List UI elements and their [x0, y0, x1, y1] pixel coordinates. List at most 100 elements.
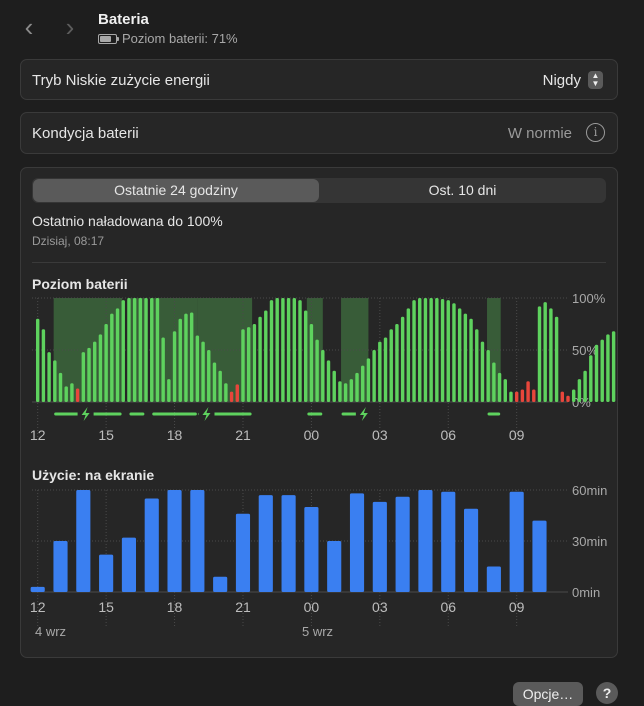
usage-bar: [532, 520, 547, 592]
options-button[interactable]: Opcje…: [513, 682, 583, 706]
battery-bar: [577, 379, 582, 402]
battery-bar: [121, 300, 125, 402]
battery-bar: [452, 303, 456, 402]
battery-bar: [286, 298, 291, 402]
battery-bar: [520, 389, 525, 402]
chevron-left-icon[interactable]: ‹: [24, 12, 34, 42]
battery-bar: [606, 334, 610, 402]
battery-bar: [383, 337, 388, 402]
tab-last-10-days[interactable]: Ost. 10 dni: [428, 182, 497, 198]
battery-bar: [435, 298, 439, 402]
battery-bar: [58, 372, 63, 402]
battery-bar: [178, 318, 182, 402]
battery-bar: [189, 312, 194, 402]
y-tick-label: 30min: [572, 534, 607, 549]
date-label-day1: 4 wrz: [35, 624, 67, 639]
usage-bar: [327, 541, 342, 592]
battery-bar: [212, 362, 217, 402]
battery-bar: [98, 334, 103, 402]
battery-bar: [292, 298, 297, 402]
battery-bar: [406, 308, 411, 402]
battery-bar: [224, 383, 228, 402]
battery-bar: [429, 298, 433, 402]
x-tick-label: 12: [30, 599, 46, 615]
battery-bar: [355, 372, 359, 402]
battery-bar: [167, 379, 171, 402]
y-tick-label: 100%: [572, 294, 606, 306]
last-charged-date: Dzisiaj, 08:17: [32, 234, 105, 248]
charging-bolt-icon: [202, 407, 211, 421]
battery-bar: [115, 308, 120, 402]
battery-bar: [75, 388, 80, 402]
battery-bar: [475, 329, 479, 402]
battery-bar: [611, 331, 616, 402]
battery-bar: [549, 308, 553, 402]
battery-bar: [554, 316, 559, 402]
up-down-chevron-icon[interactable]: ▲ ▼: [588, 71, 603, 89]
x-tick-label: 21: [235, 599, 251, 615]
help-button[interactable]: ?: [596, 682, 618, 704]
usage-bar: [30, 586, 45, 592]
battery-status: Poziom baterii: 71%: [98, 31, 238, 46]
screen-usage-chart-title: Użycie: na ekranie: [32, 467, 155, 483]
y-tick-label: 0min: [572, 585, 600, 600]
battery-bar: [252, 324, 257, 402]
usage-panel: Ostatnie 24 godziny Ost. 10 dni Ostatnio…: [20, 167, 618, 658]
x-tick-label: 15: [98, 427, 114, 443]
x-tick-label: 18: [167, 599, 183, 615]
battery-bar: [526, 381, 530, 402]
x-tick-label: 00: [304, 427, 320, 443]
battery-bar: [395, 324, 399, 402]
low-power-value[interactable]: Nigdy: [542, 72, 581, 89]
battery-bar: [93, 341, 97, 402]
battery-bar: [412, 300, 416, 402]
low-power-label: Tryb Niskie zużycie energii: [32, 72, 210, 89]
x-tick-label: 06: [440, 599, 456, 615]
battery-bar: [132, 298, 137, 402]
usage-bar: [372, 501, 387, 592]
tab-last-24-hours[interactable]: Ostatnie 24 godziny: [33, 179, 319, 202]
battery-bar: [594, 344, 599, 402]
x-tick-label: 21: [235, 427, 251, 443]
info-icon[interactable]: i: [586, 123, 605, 142]
battery-bar: [400, 316, 405, 402]
usage-bar: [235, 513, 251, 592]
battery-bar: [104, 324, 108, 402]
battery-bar: [326, 360, 331, 402]
battery-bar: [64, 386, 68, 402]
stepper-down-glyph: ▼: [591, 79, 600, 88]
usage-bar: [281, 495, 296, 592]
stepper-up-glyph: ▲: [591, 71, 600, 80]
battery-bar: [361, 365, 365, 402]
battery-bar: [81, 352, 86, 402]
battery-bar: [440, 299, 445, 402]
battery-bar: [423, 298, 428, 402]
battery-bar: [235, 384, 239, 402]
battery-bar: [161, 337, 165, 402]
battery-bar: [144, 298, 148, 402]
battery-bar: [241, 329, 245, 402]
battery-bar: [47, 352, 51, 402]
usage-bar: [121, 537, 137, 592]
charging-bolt-icon: [81, 407, 90, 421]
battery-bar: [229, 391, 234, 402]
battery-bar: [486, 350, 490, 402]
date-label-day2: 5 wrz: [302, 624, 334, 639]
battery-bar: [571, 389, 576, 402]
x-tick-label: 03: [372, 599, 388, 615]
usage-bar: [167, 490, 182, 592]
battery-bar: [583, 370, 587, 402]
battery-bar: [35, 318, 40, 402]
battery-bar: [138, 298, 143, 402]
battery-bar: [480, 341, 485, 402]
battery-bar: [53, 360, 57, 402]
chevron-right-icon[interactable]: ›: [65, 12, 75, 42]
battery-bar: [150, 298, 154, 402]
battery-bar: [589, 355, 593, 402]
usage-bar: [99, 554, 114, 592]
x-tick-label: 09: [509, 427, 525, 443]
last-charged-text: Ostatnio naładowana do 100%: [32, 213, 223, 229]
battery-bar: [309, 324, 314, 402]
battery-bar: [457, 308, 462, 402]
battery-bar: [269, 300, 274, 402]
